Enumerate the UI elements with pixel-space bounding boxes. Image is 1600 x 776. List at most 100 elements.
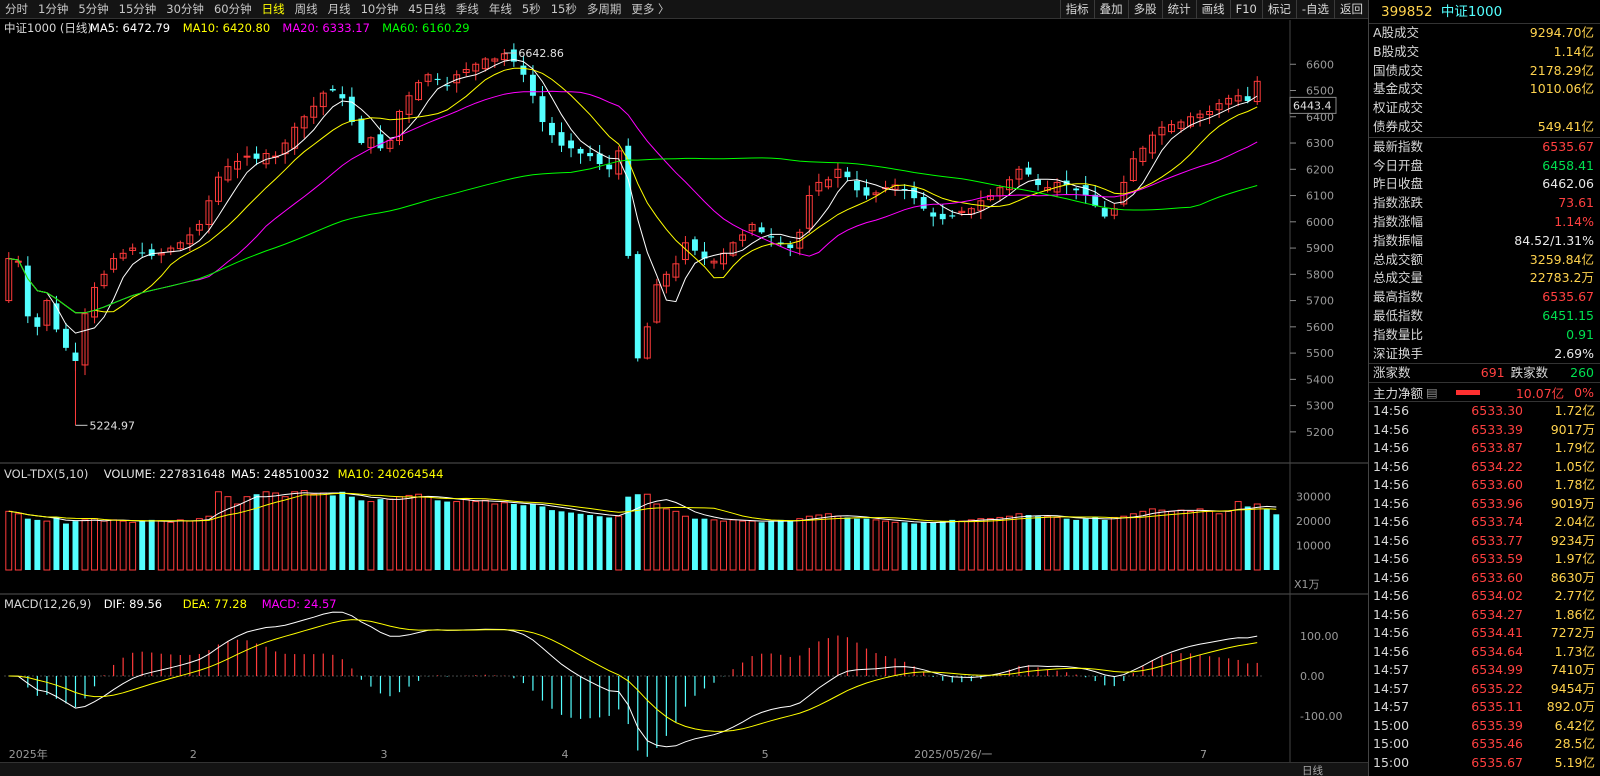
period-tab-9[interactable]: 10分钟 xyxy=(360,1,399,16)
candle-body xyxy=(824,179,832,188)
quote-label: 指数涨幅 xyxy=(1373,213,1424,229)
tick-volume: 2.77亿 xyxy=(1554,588,1595,604)
tool-button-8[interactable]: 返回 xyxy=(1334,0,1368,19)
candle-body xyxy=(424,74,432,82)
volume-bar xyxy=(796,518,804,571)
volume-bar xyxy=(787,521,794,570)
candle-body xyxy=(520,65,527,75)
index-name: 中证1000 xyxy=(1440,4,1503,20)
volume-bar xyxy=(396,496,403,571)
tick-time: 15:00 xyxy=(1373,754,1410,770)
candle-body xyxy=(1092,194,1099,207)
menu-icon[interactable]: ▤ xyxy=(1426,384,1438,400)
tick-price: 6535.46 xyxy=(1471,736,1523,752)
volume-bar xyxy=(729,519,737,571)
volume-bar xyxy=(539,506,546,570)
main-legend-1: MA5: 6472.79 xyxy=(90,21,170,35)
period-tab-12[interactable]: 年线 xyxy=(488,1,512,16)
candle-body xyxy=(568,140,575,149)
candle-body xyxy=(43,300,51,326)
period-tab-5[interactable]: 60分钟 xyxy=(213,1,252,16)
period-tab-13[interactable]: 5秒 xyxy=(521,1,541,16)
period-tab-11[interactable]: 季线 xyxy=(455,1,479,16)
period-tab-8[interactable]: 月线 xyxy=(327,1,351,16)
period-tab-14[interactable]: 15秒 xyxy=(550,1,577,16)
candle-body xyxy=(310,105,318,118)
candle-body xyxy=(844,171,851,178)
tick-row: 14:56 6534.41 7272万 xyxy=(1369,624,1600,643)
candle-body xyxy=(91,286,98,318)
market-turnover-section: A股成交 9294.70亿 B股成交 1.14亿 国债成交 2178.29亿 基金成交 101… xyxy=(1369,24,1600,138)
volume-bar xyxy=(1025,515,1032,570)
ma10-line xyxy=(8,67,1258,314)
tool-button-2[interactable]: 多股 xyxy=(1127,0,1162,19)
tick-price: 6534.27 xyxy=(1471,606,1523,622)
candle-body xyxy=(81,313,89,366)
candle-body xyxy=(787,244,794,249)
candle-body xyxy=(529,74,536,96)
quote-row-3: 指数涨跌 73.61 xyxy=(1369,194,1600,213)
volume-bar xyxy=(1073,519,1080,570)
volume-bar xyxy=(1110,516,1118,571)
quote-value: 6535.67 xyxy=(1542,138,1594,154)
candle-body xyxy=(834,168,842,178)
period-tab-1[interactable]: 1分钟 xyxy=(38,1,69,16)
tick-price: 6534.99 xyxy=(1471,662,1523,678)
volume-bar xyxy=(863,518,870,570)
tick-row: 14:56 6533.74 2.04亿 xyxy=(1369,513,1600,532)
period-tab-2[interactable]: 5分钟 xyxy=(78,1,109,16)
candle-body xyxy=(491,58,499,62)
candle-body xyxy=(214,176,222,202)
main-flow-label: 主力净额 xyxy=(1373,385,1424,401)
period-tab-15[interactable]: 多周期 xyxy=(586,1,622,16)
vol-legend-0: VOL-TDX(5,10) xyxy=(4,467,88,481)
period-tab-16[interactable]: 更多 〉 xyxy=(631,1,670,16)
period-tab-10[interactable]: 45日线 xyxy=(408,1,446,16)
volume-bar xyxy=(281,496,289,571)
volume-bar xyxy=(996,516,1004,571)
volume-bar xyxy=(424,496,432,571)
y-tick-label: 5200 xyxy=(1306,426,1334,439)
volume-bar xyxy=(377,499,384,570)
candles xyxy=(5,43,1261,426)
tick-row: 15:00 6535.46 28.5亿 xyxy=(1369,735,1600,754)
tool-button-1[interactable]: 叠加 xyxy=(1093,0,1128,19)
candle-body xyxy=(186,234,194,245)
candle-body xyxy=(24,265,31,317)
kline-chart-svg[interactable]: 5200 5300 5400 5500 5600 5700 5800 5900 6000 6100… xyxy=(0,20,1368,762)
tick-volume: 7272万 xyxy=(1550,625,1595,641)
period-tab-3[interactable]: 15分钟 xyxy=(118,1,157,16)
quote-row-0: 最新指数 6535.67 xyxy=(1369,138,1600,157)
turnover-value: 1010.06亿 xyxy=(1529,81,1594,97)
y-tick-label: 5300 xyxy=(1306,400,1334,413)
y-tick-label: 5700 xyxy=(1306,295,1334,308)
tool-button-5[interactable]: F10 xyxy=(1229,0,1262,19)
tool-button-3[interactable]: 统计 xyxy=(1161,0,1196,19)
volume-bar xyxy=(977,518,985,571)
candle-body xyxy=(606,164,613,170)
quote-value: 73.61 xyxy=(1558,195,1594,211)
tool-button-0[interactable]: 指标 xyxy=(1059,0,1094,19)
candle-body xyxy=(1234,95,1242,102)
volume-bar xyxy=(129,521,137,571)
tick-row: 14:57 6535.22 9454万 xyxy=(1369,680,1600,699)
volume-bar xyxy=(967,519,975,571)
y-tick-label: 6200 xyxy=(1306,163,1334,176)
volume-bar xyxy=(1148,508,1156,571)
tick-list[interactable]: 14:56 6533.30 1.72亿 14:56 6533.39 9017万 14:56 6… xyxy=(1369,402,1600,772)
chart-area[interactable]: 5200 5300 5400 5500 5600 5700 5800 5900 6000 6100… xyxy=(0,20,1368,762)
period-tab-4[interactable]: 30分钟 xyxy=(166,1,204,16)
volume-bar xyxy=(81,519,89,571)
period-tab-6[interactable]: 日线 xyxy=(261,1,285,16)
tool-button-4[interactable]: 画线 xyxy=(1195,0,1230,19)
period-tab-0[interactable]: 分时 xyxy=(5,1,28,16)
tick-price: 6534.64 xyxy=(1471,643,1523,659)
tool-button-6[interactable]: 标记 xyxy=(1261,0,1296,19)
volume-bar xyxy=(195,518,203,571)
period-tab-7[interactable]: 周线 xyxy=(294,1,318,16)
candle-body xyxy=(481,58,489,70)
quote-row-7: 总成交量 22783.2万 xyxy=(1369,269,1600,288)
volume-bar xyxy=(1215,513,1223,571)
tool-button-7[interactable]: -自选 xyxy=(1295,0,1334,19)
candle-body xyxy=(139,252,146,254)
